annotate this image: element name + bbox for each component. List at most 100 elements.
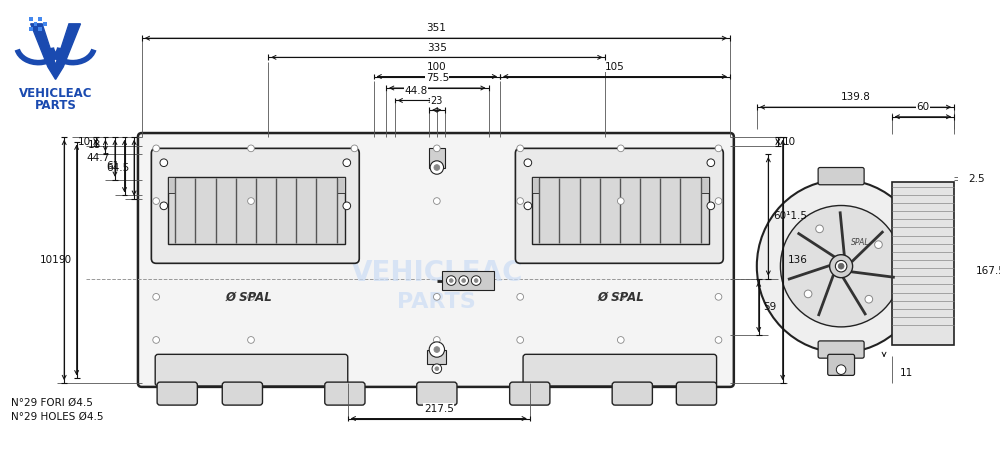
FancyBboxPatch shape [325,382,365,405]
FancyBboxPatch shape [523,354,717,386]
Circle shape [459,276,468,285]
Bar [337,177,345,194]
Circle shape [524,202,532,210]
Text: 167.5: 167.5 [976,266,1000,276]
Bar [532,177,539,194]
Text: VEHICLEAC: VEHICLEAC [19,87,92,100]
Circle shape [153,145,160,152]
Text: 59: 59 [764,302,777,312]
Circle shape [248,337,254,343]
FancyBboxPatch shape [515,148,723,263]
Text: 335: 335 [427,43,447,53]
Bar [34,22,37,26]
Circle shape [707,202,715,210]
Text: 60¹1.5: 60¹1.5 [773,212,807,221]
Circle shape [836,365,846,374]
FancyBboxPatch shape [818,341,864,358]
Circle shape [248,198,254,204]
Text: 10: 10 [78,137,91,147]
Text: 136: 136 [787,255,807,265]
Circle shape [153,293,160,300]
Bar [168,177,175,194]
Bar [38,27,42,31]
FancyBboxPatch shape [157,382,197,405]
Circle shape [471,276,481,285]
Text: 90: 90 [59,255,72,265]
FancyBboxPatch shape [676,382,717,405]
FancyBboxPatch shape [818,167,864,185]
FancyBboxPatch shape [138,133,734,387]
Bar [29,27,33,31]
Bar [168,177,345,244]
Circle shape [433,337,440,343]
Text: Ø SPAL: Ø SPAL [226,290,272,303]
Circle shape [617,198,624,204]
Circle shape [830,255,853,278]
Text: 44.7: 44.7 [87,153,110,163]
Circle shape [804,290,812,298]
Circle shape [433,145,440,152]
Circle shape [343,159,351,166]
Circle shape [715,337,722,343]
Circle shape [153,198,160,204]
Circle shape [435,367,439,371]
Circle shape [449,279,453,283]
Text: 217.5: 217.5 [424,404,454,414]
Circle shape [875,241,882,248]
Circle shape [430,161,444,174]
FancyBboxPatch shape [155,354,348,386]
Circle shape [160,159,168,166]
FancyBboxPatch shape [417,382,457,405]
Circle shape [434,346,440,352]
Circle shape [429,342,445,357]
Text: PARTS: PARTS [35,99,77,112]
Circle shape [474,279,478,283]
Text: 100: 100 [427,62,447,72]
Text: 351: 351 [426,23,446,33]
Circle shape [462,279,466,283]
Circle shape [432,364,442,373]
Ellipse shape [757,180,925,353]
Circle shape [715,198,722,204]
Circle shape [351,145,358,152]
Text: 23: 23 [431,96,443,106]
Circle shape [343,202,351,210]
Bar [38,17,42,21]
Text: 2.5: 2.5 [969,174,985,184]
Text: Ø SPAL: Ø SPAL [597,290,644,303]
FancyBboxPatch shape [151,148,359,263]
Text: 101: 101 [40,255,59,265]
Circle shape [517,198,524,204]
Circle shape [524,159,532,166]
Circle shape [780,206,902,327]
Text: 139.8: 139.8 [841,92,870,103]
Bar [892,182,954,345]
Circle shape [707,159,715,166]
Circle shape [617,337,624,343]
Bar [427,351,446,364]
Circle shape [838,263,844,269]
Circle shape [160,202,168,210]
Text: 61: 61 [106,161,120,171]
Circle shape [517,337,524,343]
Bar [532,177,709,244]
Circle shape [433,198,440,204]
Circle shape [434,165,440,171]
Circle shape [715,293,722,300]
Text: 18: 18 [87,140,101,150]
Text: 64.5: 64.5 [106,163,129,173]
Text: 44.8: 44.8 [404,86,427,96]
Circle shape [517,145,524,152]
Polygon shape [31,24,80,79]
Text: 60: 60 [916,102,929,112]
Circle shape [617,145,624,152]
Circle shape [153,337,160,343]
Text: N°29 FORI Ø4.5
N°29 HOLES Ø4.5: N°29 FORI Ø4.5 N°29 HOLES Ø4.5 [11,397,104,422]
Circle shape [715,145,722,152]
Circle shape [865,295,873,303]
Circle shape [617,293,624,300]
Bar [29,17,33,21]
Circle shape [248,293,254,300]
Circle shape [446,276,456,285]
Circle shape [517,293,524,300]
